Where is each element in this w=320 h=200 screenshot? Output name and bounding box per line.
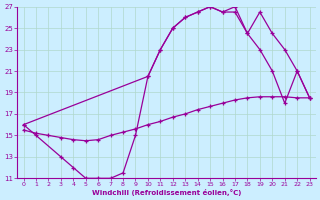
X-axis label: Windchill (Refroidissement éolien,°C): Windchill (Refroidissement éolien,°C) — [92, 189, 241, 196]
